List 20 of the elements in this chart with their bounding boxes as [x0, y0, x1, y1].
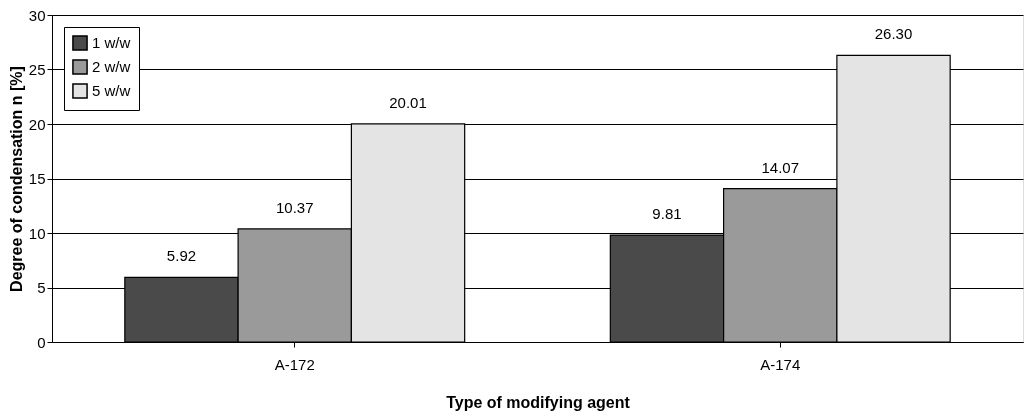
- y-tick-label: 5: [37, 279, 46, 296]
- data-label: 20.01: [389, 93, 427, 111]
- legend-label: 5 w/w: [92, 82, 131, 99]
- y-tick-label: 20: [28, 115, 46, 133]
- legend-label: 2 w/w: [92, 58, 131, 75]
- legend-label: 1 w/w: [92, 34, 131, 51]
- data-label: 26.30: [874, 25, 913, 43]
- data-label: 10.37: [275, 198, 314, 216]
- data-label: 5.92: [166, 247, 197, 265]
- y-tick-label: 0: [37, 333, 46, 351]
- y-tick-label: 30: [28, 6, 46, 24]
- y-tick-label: 10: [28, 224, 46, 242]
- data-label: 14.07: [761, 158, 800, 176]
- x-tick-label: A-172: [274, 355, 315, 373]
- x-axis-title: Type of modifying agent: [446, 393, 631, 411]
- y-tick-label: 25: [28, 61, 46, 78]
- y-tick-label: 15: [28, 170, 46, 187]
- y-axis-title: Degree of condensation n [%]: [7, 66, 25, 292]
- data-label: 9.81: [652, 205, 682, 223]
- x-tick-label: A-174: [760, 355, 801, 373]
